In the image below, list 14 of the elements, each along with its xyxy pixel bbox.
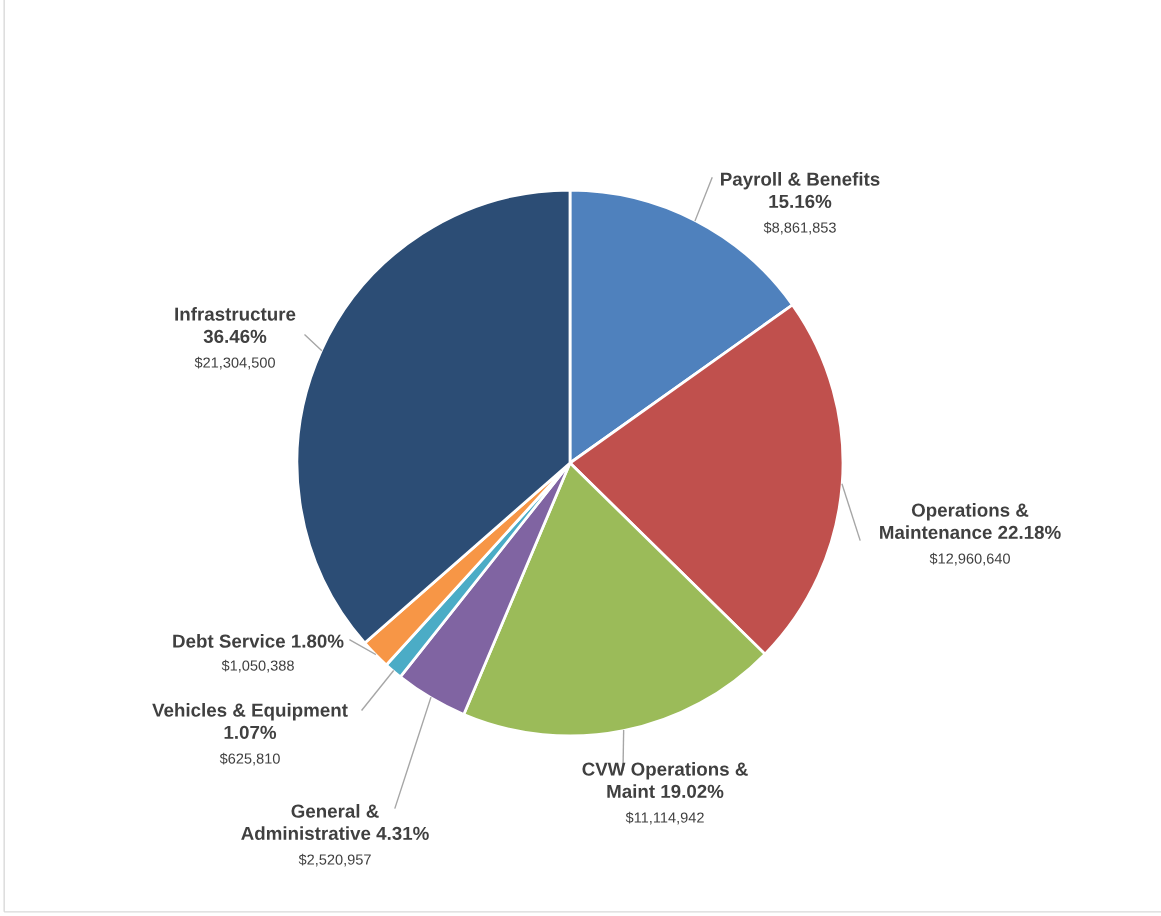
- data-label: $8,861,853: [763, 221, 836, 235]
- data-label: $1,050,388: [221, 659, 294, 673]
- slice-label: Vehicles & Equipment 1.07%: [152, 703, 348, 740]
- slice-label: Infrastructure 36.46%: [175, 307, 296, 344]
- slice-label: CVW Operations & Maint 19.02%: [582, 762, 748, 799]
- slice-label: General & Administrative 4.31%: [241, 804, 429, 841]
- data-label: $2,520,957: [298, 853, 371, 867]
- data-label: $12,960,640: [929, 552, 1010, 566]
- data-label: $11,114,942: [625, 811, 704, 825]
- slice-label: Operations & Maintenance 22.18%: [880, 503, 1061, 540]
- data-label: $21,304,500: [194, 356, 275, 370]
- data-label: $625,810: [219, 752, 280, 766]
- slice-label: Debt Service 1.80%: [173, 634, 344, 648]
- slice-label: Payroll & Benefits 15.16%: [721, 172, 880, 209]
